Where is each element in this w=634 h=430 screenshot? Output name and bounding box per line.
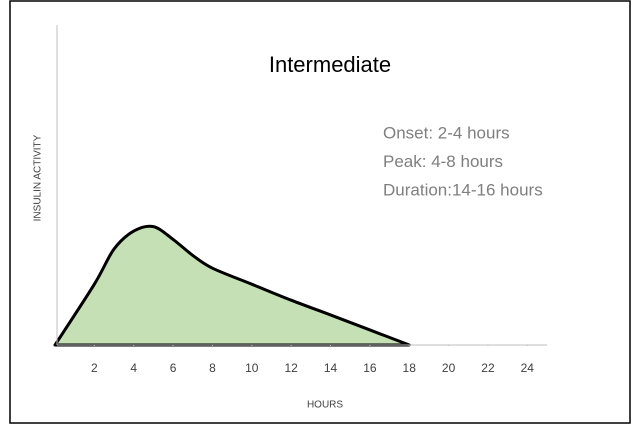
x-tick-label: 2 (91, 361, 98, 375)
x-tick-label: 12 (284, 361, 298, 375)
annotation: Peak: 4-8 hours (383, 152, 503, 171)
x-tick-label: 14 (324, 361, 338, 375)
y-axis-label: INSULIN ACTIVITY (33, 134, 44, 221)
x-axis-label: HOURS (307, 400, 343, 411)
x-tick-label: 16 (363, 361, 377, 375)
x-tick-label: 10 (245, 361, 259, 375)
x-tick-label: 4 (130, 361, 137, 375)
frame (9, 0, 631, 424)
annotation: Onset: 2-4 hours (383, 123, 510, 142)
x-tick-label: 8 (209, 361, 216, 375)
area (53, 224, 411, 347)
x-tick-label: 24 (521, 361, 535, 375)
x-tick-label: 18 (403, 361, 417, 375)
annotation: Duration:14-16 hours (383, 180, 543, 199)
x-tick-label: 6 (170, 361, 177, 375)
chart-title: Intermediate (269, 52, 391, 77)
x-tick-label: 22 (481, 361, 495, 375)
x-tick-label: 20 (442, 361, 456, 375)
